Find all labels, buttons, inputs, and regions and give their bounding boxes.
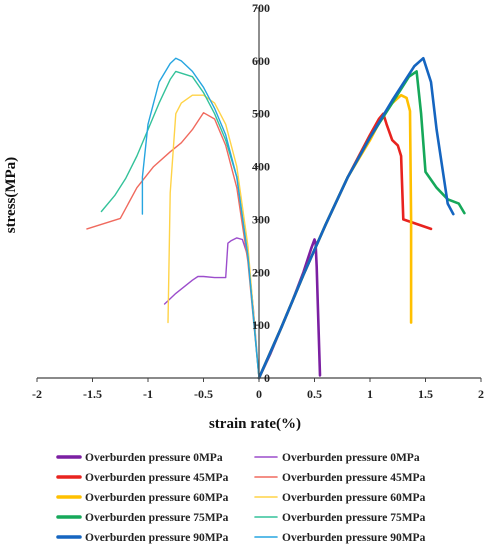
legend: Overburden pressure 0MPa Overburden press… xyxy=(56,452,426,544)
series-line-overburden-pressure-45mpa-bold xyxy=(257,112,433,380)
legend-label: Overburden pressure 60MPa xyxy=(85,492,229,504)
series-line-overburden-pressure-60mpa-thin xyxy=(167,94,260,379)
x-tick-label: 2 xyxy=(478,387,484,401)
x-tick-label: 0.5 xyxy=(307,387,322,401)
y-tick-label: 200 xyxy=(252,265,270,279)
x-tick-label: -1 xyxy=(143,387,153,401)
series-line-overburden-pressure-45mpa-thin xyxy=(86,111,260,379)
y-tick-label: 300 xyxy=(252,212,270,226)
series-line-overburden-pressure-0mpa-thin xyxy=(163,237,260,379)
x-tick-label: 0 xyxy=(256,387,262,401)
y-tick-label: 600 xyxy=(252,54,270,68)
legend-label: Overburden pressure 45MPa xyxy=(85,472,229,484)
x-axis-title: strain rate(%) xyxy=(209,416,301,432)
legend-label: Overburden pressure 75MPa xyxy=(85,512,229,524)
legend-label: Overburden pressure 0MPa xyxy=(85,452,223,464)
series-line-overburden-pressure-90mpa-bold xyxy=(257,56,455,380)
x-tick-label: 1 xyxy=(367,387,373,401)
y-axis-ticks: 0 100 200 300 400 500 600 700 xyxy=(252,1,270,385)
series-line-overburden-pressure-75mpa-bold xyxy=(257,70,466,380)
y-tick-label: 500 xyxy=(252,107,270,121)
series-line-overburden-pressure-75mpa-thin xyxy=(100,70,260,379)
y-tick-label: 100 xyxy=(252,318,270,332)
x-tick-label: -2 xyxy=(32,387,42,401)
legend-label: Overburden pressure 90MPa xyxy=(85,532,229,544)
x-axis-ticks: -2 -1.5 -1 -0.5 0 0.5 1 1.5 2 xyxy=(32,378,484,401)
y-axis-title: stress(MPa) xyxy=(3,157,19,233)
legend-label: Overburden pressure 90MPa xyxy=(282,532,426,544)
series-line-overburden-pressure-60mpa-bold xyxy=(257,93,413,380)
series-line-overburden-pressure-90mpa-thin xyxy=(141,57,260,379)
legend-label: Overburden pressure 0MPa xyxy=(282,452,420,464)
legend-label: Overburden pressure 75MPa xyxy=(282,512,426,524)
x-tick-label: -0.5 xyxy=(194,387,213,401)
y-tick-label: 400 xyxy=(252,160,270,174)
x-tick-label: 1.5 xyxy=(418,387,433,401)
x-tick-label: -1.5 xyxy=(83,387,102,401)
data-curves xyxy=(86,56,466,380)
legend-label: Overburden pressure 45MPa xyxy=(282,472,426,484)
y-tick-label: 700 xyxy=(252,1,270,15)
y-tick-label: 0 xyxy=(264,371,270,385)
legend-label: Overburden pressure 60MPa xyxy=(282,492,426,504)
